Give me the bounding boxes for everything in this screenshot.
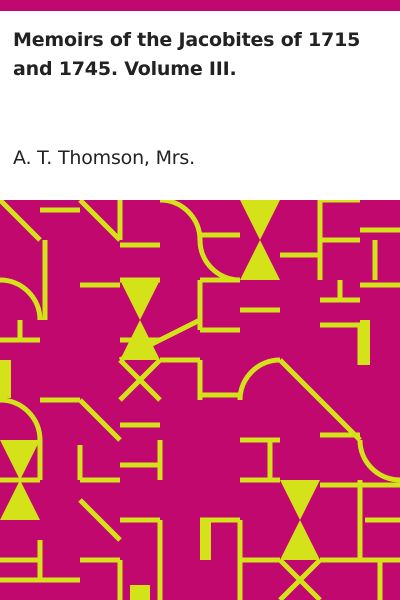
book-title: Memoirs of the Jacobites of 1715 and 174… — [13, 29, 361, 80]
book-author: A. T. Thomson, Mrs. — [13, 147, 195, 169]
cover-top-bar — [0, 0, 400, 11]
geometric-tile-pattern-icon — [0, 200, 400, 600]
